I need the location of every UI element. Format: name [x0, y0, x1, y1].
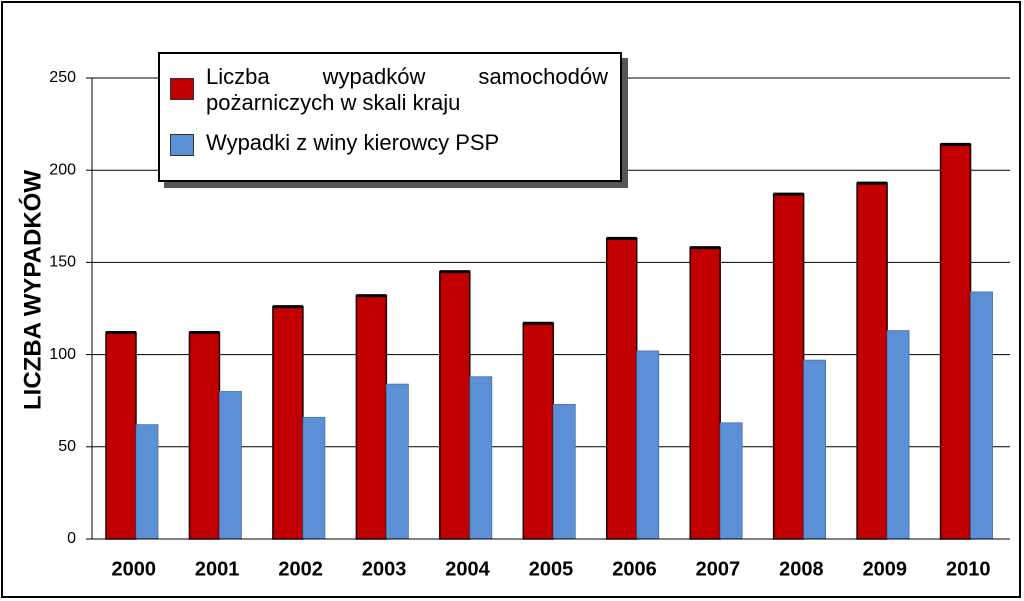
bar: [605, 237, 638, 540]
bar: [385, 383, 409, 540]
x-tick-label: 2008: [779, 558, 824, 580]
bar: [302, 416, 326, 540]
bar: [439, 270, 471, 540]
x-tick-label: 2010: [946, 558, 991, 580]
x-tick-label: 2009: [863, 558, 908, 580]
bar: [856, 182, 888, 540]
x-tick-label: 2001: [195, 558, 240, 580]
y-tick-label: 200: [49, 161, 76, 178]
bar: [719, 422, 743, 540]
bar: [772, 193, 805, 540]
bar: [939, 143, 972, 540]
y-axis-label: LICZBA WYPADKÓW: [18, 170, 46, 410]
legend-item: Liczba wypadków samochodów pożarniczych …: [170, 64, 608, 116]
bar: [636, 350, 660, 540]
bar: [803, 359, 827, 540]
y-tick-label: 150: [49, 254, 76, 271]
bar: [105, 331, 137, 540]
x-tick-label: 2005: [529, 558, 574, 580]
bar: [469, 376, 493, 540]
legend-label: Liczba wypadków samochodów pożarniczych …: [206, 64, 608, 115]
legend: Liczba wypadków samochodów pożarniczych …: [158, 52, 622, 182]
legend-swatch: [170, 134, 194, 156]
x-tick-label: 2000: [111, 558, 156, 580]
bar: [552, 403, 576, 540]
y-tick-label: 100: [49, 346, 76, 363]
bar: [522, 322, 555, 540]
legend-label: Wypadki z winy kierowcy PSP: [206, 130, 500, 155]
bar: [886, 330, 910, 540]
bar: [355, 294, 388, 540]
x-tick-label: 2003: [362, 558, 407, 580]
x-tick-label: 2007: [696, 558, 741, 580]
bar: [970, 291, 993, 540]
bar: [219, 391, 242, 540]
x-tick-label: 2006: [612, 558, 657, 580]
bar: [272, 305, 304, 540]
y-tick-label: 50: [58, 438, 76, 455]
bar: [135, 424, 159, 540]
y-tick-label: 250: [49, 69, 76, 86]
bar: [188, 331, 221, 540]
x-tick-label: 2002: [278, 558, 323, 580]
legend-swatch: [170, 78, 194, 100]
legend-item: Wypadki z winy kierowcy PSP: [170, 130, 608, 156]
y-tick-label: 0: [67, 530, 76, 547]
x-tick-label: 2004: [445, 558, 490, 580]
bar: [689, 246, 721, 540]
